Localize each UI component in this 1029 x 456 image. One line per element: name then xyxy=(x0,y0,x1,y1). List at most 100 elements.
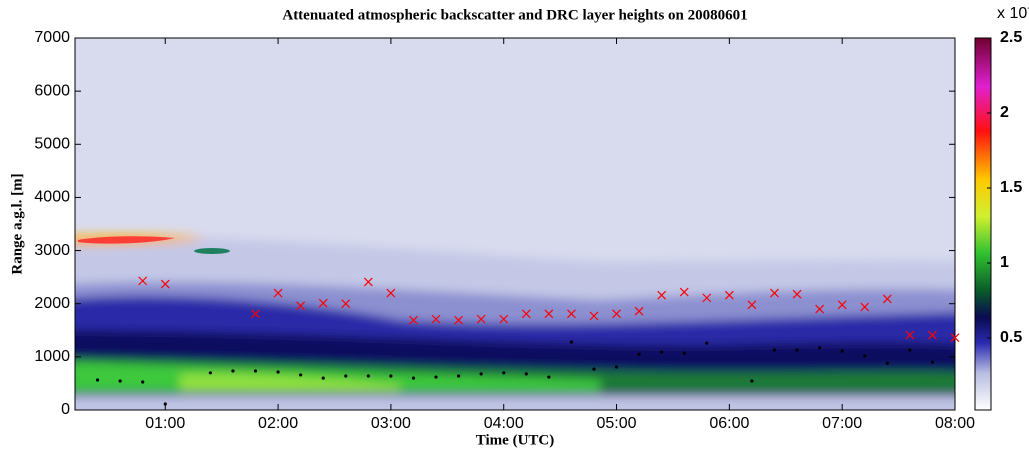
layer-height-marker xyxy=(431,314,441,324)
colorbar-tick-label: 0.5 xyxy=(1000,329,1022,346)
layer-height-marker xyxy=(770,288,779,298)
layer-height-marker xyxy=(409,315,418,325)
heatmap xyxy=(75,38,955,410)
x-tick-label: 06:00 xyxy=(709,415,749,432)
layer-dot xyxy=(479,372,483,376)
layer-dot xyxy=(389,374,393,378)
layer-dot xyxy=(818,346,822,350)
plot-frame xyxy=(74,37,956,411)
layer-dot xyxy=(163,402,167,406)
layer-height-marker xyxy=(521,309,531,319)
layer-dot xyxy=(795,348,799,352)
layer-dot xyxy=(614,365,619,369)
layer-height-marker xyxy=(634,306,644,316)
layer-dot xyxy=(321,376,325,380)
layer-dot xyxy=(569,340,574,344)
layer-height-marker xyxy=(837,300,847,310)
layer-height-marker xyxy=(702,293,712,303)
layer-dot xyxy=(908,348,912,352)
layer-dot xyxy=(299,373,303,377)
layer-dot xyxy=(276,370,280,374)
layer-dot xyxy=(660,350,664,354)
layer-height-marker xyxy=(950,333,960,343)
layer-height-marker xyxy=(882,294,892,304)
layer-height-marker xyxy=(454,315,464,325)
y-tick-label: 0 xyxy=(61,401,70,418)
layer-dot xyxy=(547,375,551,379)
layer-height-marker xyxy=(657,290,667,300)
x-tick-label: 05:00 xyxy=(597,415,637,432)
layer-dot xyxy=(772,348,777,352)
colorbar-tick-label: 2 xyxy=(1000,104,1009,121)
layer-height-marker xyxy=(363,277,373,287)
layer-dot xyxy=(231,369,235,373)
colorbar xyxy=(974,37,992,411)
layer-height-marker xyxy=(318,298,328,308)
layer-height-marker xyxy=(273,288,283,298)
layer-height-marker xyxy=(499,314,509,324)
x-axis-label: Time (UTC) xyxy=(476,432,554,448)
layer-dot xyxy=(502,371,506,375)
colorbar-base: x 10 xyxy=(997,5,1027,22)
y-tick-label: 4000 xyxy=(34,189,70,206)
layer-dot xyxy=(411,376,416,380)
x-tick-label: 07:00 xyxy=(822,415,862,432)
layer-height-marker xyxy=(544,309,554,319)
y-tick-label: 6000 xyxy=(34,82,70,99)
layer-dot xyxy=(118,379,122,383)
layer-dot xyxy=(682,351,686,355)
colorbar-tick-label: 1.5 xyxy=(1000,179,1022,196)
y-tick-label: 5000 xyxy=(34,136,70,153)
layer-height-marker xyxy=(160,279,170,289)
layer-height-marker xyxy=(341,299,351,309)
x-tick-label: 01:00 xyxy=(145,415,185,432)
layer-dot xyxy=(434,375,438,379)
layer-dot xyxy=(253,369,258,373)
layer-height-marker xyxy=(251,309,260,319)
layer-height-marker xyxy=(566,309,576,319)
layer-height-marker xyxy=(815,304,825,314)
layer-dot xyxy=(95,378,100,382)
layer-dot xyxy=(705,341,709,345)
layer-height-marker xyxy=(928,330,937,340)
layer-dot xyxy=(930,360,935,364)
colorbar-tick-label: 2.5 xyxy=(1000,29,1022,46)
layer-dot xyxy=(637,352,641,356)
layer-dot xyxy=(366,374,370,378)
layer-height-marker xyxy=(860,302,870,312)
y-axis-label: Range a.g.l. [m] xyxy=(9,173,25,274)
chart-title: Attenuated atmospheric backscatter and D… xyxy=(282,7,747,23)
layer-height-marker xyxy=(724,290,734,300)
x-tick-label: 03:00 xyxy=(371,415,411,432)
layer-height-marker xyxy=(905,330,915,340)
layer-height-marker xyxy=(612,309,621,319)
colorbar-exponent: -4 xyxy=(1027,3,1029,14)
layer-dot xyxy=(750,379,754,383)
layer-dot xyxy=(344,374,348,378)
layer-height-marker xyxy=(679,287,689,297)
layer-dot xyxy=(456,374,461,378)
layer-dot xyxy=(524,372,528,376)
layer-height-marker xyxy=(138,276,148,286)
layer-dot xyxy=(141,380,145,384)
y-tick-label: 3000 xyxy=(34,242,70,259)
layer-height-marker xyxy=(792,289,802,299)
colorbar-tick-label: 1 xyxy=(1000,254,1009,271)
y-tick-label: 2000 xyxy=(34,295,70,312)
layer-dot xyxy=(885,361,889,365)
layer-height-marker xyxy=(747,300,757,310)
x-tick-label: 08:00 xyxy=(935,415,975,432)
y-tick-label: 7000 xyxy=(34,29,70,46)
y-tick-label: 1000 xyxy=(34,348,70,365)
layer-height-marker xyxy=(296,301,306,311)
layer-height-marker xyxy=(386,288,396,298)
layer-height-marker xyxy=(589,311,599,321)
x-tick-label: 02:00 xyxy=(258,415,298,432)
layer-dot xyxy=(840,349,844,353)
colorbar-label: x 10-4 xyxy=(997,3,1029,23)
layer-dot xyxy=(863,354,867,358)
x-tick-label: 04:00 xyxy=(484,415,524,432)
